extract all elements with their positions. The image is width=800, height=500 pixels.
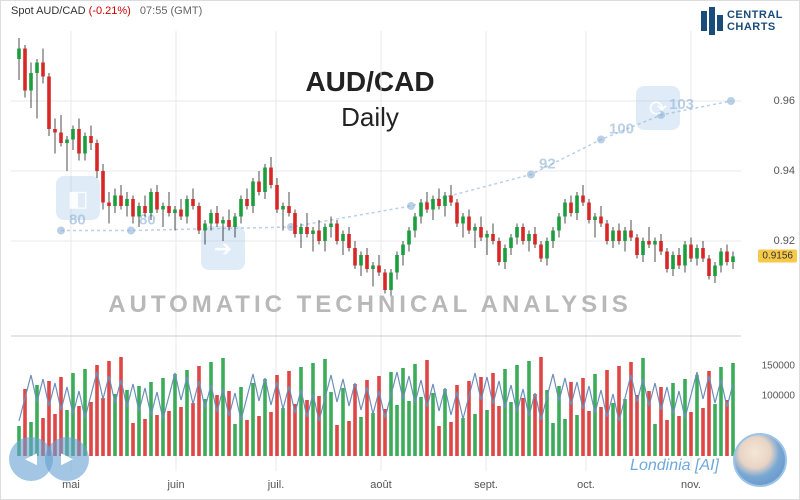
chart-container: Spot AUD/CAD (-0.21%) 07:55 (GMT) CENTRA… — [0, 0, 800, 500]
ai-avatar-icon[interactable] — [733, 433, 787, 487]
svg-text:80: 80 — [139, 212, 156, 229]
nav-arrows: ◄ ► — [9, 437, 81, 481]
nav-right-button[interactable]: ► — [45, 437, 89, 481]
svg-text:100: 100 — [609, 121, 634, 138]
svg-text:92: 92 — [539, 156, 556, 173]
current-price-tag: 0.9156 — [758, 250, 797, 263]
x-axis-labels: maijuinjuil.aoûtsept.oct.nov. — [11, 479, 741, 493]
header-bar: Spot AUD/CAD (-0.21%) 07:55 (GMT) — [11, 5, 202, 17]
pct-change: (-0.21%) — [89, 5, 131, 17]
svg-text:◧: ◧ — [68, 186, 89, 211]
instrument-label: Spot AUD/CAD — [11, 5, 86, 17]
timestamp: 07:55 (GMT) — [140, 5, 202, 17]
svg-text:⟳: ⟳ — [649, 96, 667, 121]
londinia-label: Londinia [AI] — [630, 457, 719, 475]
price-plot[interactable]: 808092100103◧➔⟳ — [11, 31, 741, 471]
logo-text: CENTRALCHARTS — [727, 9, 783, 33]
